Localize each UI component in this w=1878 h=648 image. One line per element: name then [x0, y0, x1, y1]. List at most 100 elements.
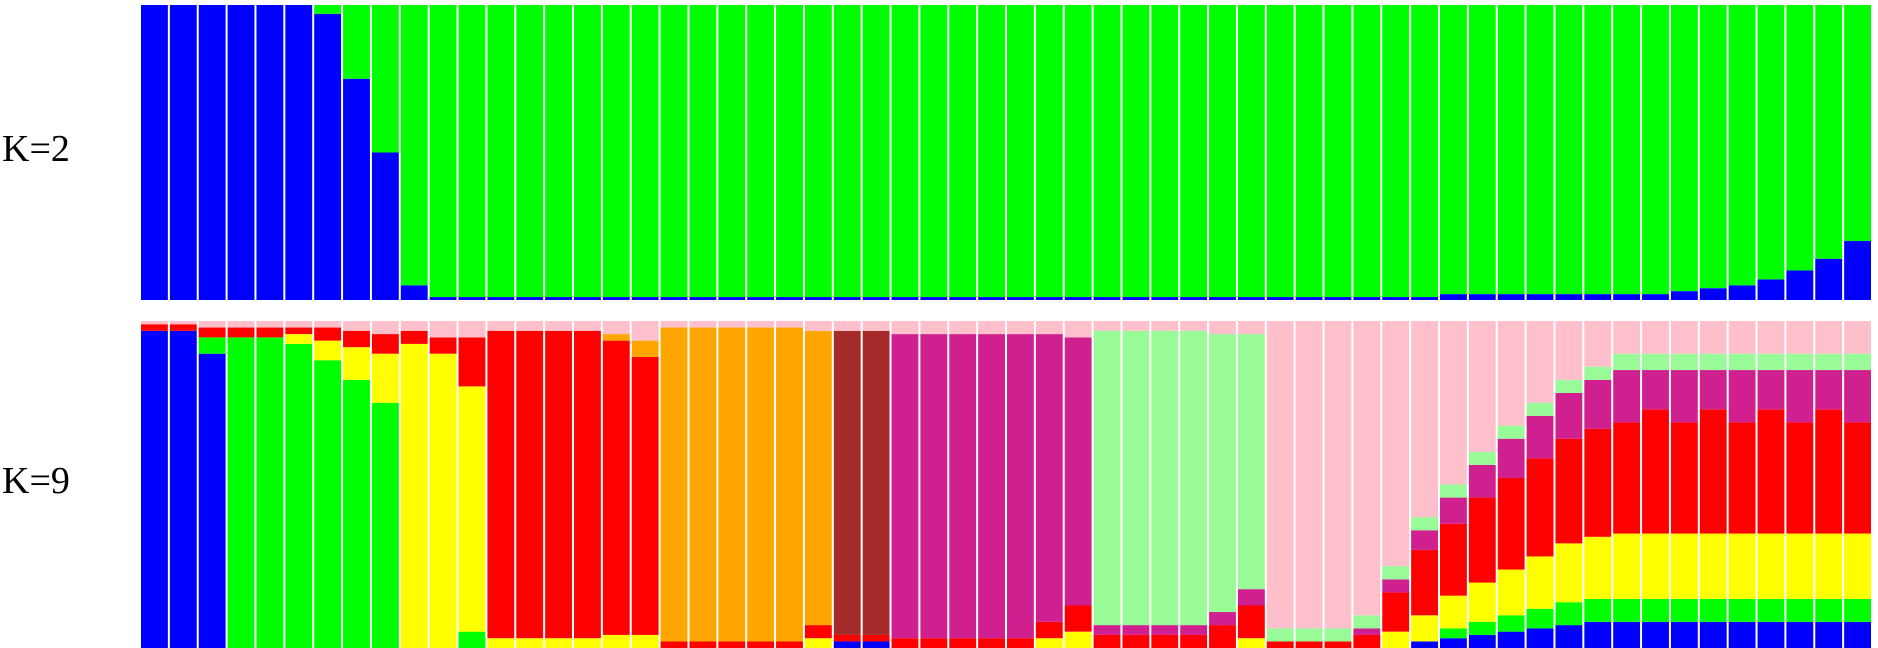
admixture-segment [1440, 595, 1467, 629]
admixture-segment [1786, 598, 1814, 622]
admixture-segment [1584, 428, 1612, 537]
admixture-segment [574, 297, 601, 300]
admixture-segment [1555, 379, 1583, 393]
admixture-segment [1209, 612, 1236, 626]
admixture-segment [1699, 5, 1727, 289]
admixture-segment [689, 5, 717, 298]
admixture-segment [804, 321, 832, 331]
admixture-segment [169, 330, 197, 648]
admixture-segment [429, 5, 457, 298]
admixture-segment [920, 638, 948, 648]
admixture-segment [487, 330, 515, 639]
admixture-segment [343, 379, 370, 648]
admixture-segment [1411, 641, 1438, 648]
admixture-segment [1757, 533, 1785, 599]
admixture-segment [804, 297, 832, 300]
admixture-segment [1584, 379, 1612, 429]
admixture-segment [1468, 464, 1496, 498]
admixture-segment [689, 641, 717, 648]
admixture-segment [1064, 605, 1092, 632]
admixture-segment [747, 641, 775, 648]
admixture-segment [718, 5, 746, 298]
admixture-segment [1497, 631, 1525, 648]
admixture-segment [227, 337, 255, 648]
admixture-segment [1642, 321, 1669, 354]
admixture-segment [1324, 321, 1352, 629]
admixture-segment [1699, 370, 1727, 410]
admixture-segment [891, 334, 919, 639]
admixture-segment [141, 321, 168, 325]
admixture-segment [602, 334, 630, 341]
admixture-segment [1440, 484, 1467, 498]
admixture-segment [487, 638, 515, 648]
admixture-segment [1237, 5, 1265, 298]
admixture-segment [141, 5, 168, 300]
admixture-segment [1468, 497, 1496, 583]
admixture-segment [1728, 5, 1756, 286]
admixture-segment [631, 356, 659, 635]
admixture-segment [1237, 638, 1265, 648]
admixture-segment [574, 330, 601, 639]
admixture-segment [1728, 285, 1756, 300]
admixture-segment [1613, 621, 1641, 648]
admixture-segment [1035, 621, 1063, 639]
admixture-segment [1237, 321, 1265, 335]
admixture-segment [1555, 543, 1583, 603]
admixture-segment [978, 334, 1005, 639]
admixture-segment [1007, 297, 1034, 300]
admixture-segment [1757, 353, 1785, 371]
admixture-segment [920, 297, 948, 300]
admixture-segment [1670, 621, 1698, 648]
admixture-segment [1064, 321, 1092, 338]
admixture-segment [1151, 321, 1179, 331]
admixture-segment [1411, 321, 1438, 518]
panel-label: K=2 [2, 128, 70, 170]
admixture-segment [1324, 628, 1352, 642]
admixture-segment [458, 297, 486, 300]
admixture-segment [631, 297, 659, 300]
admixture-segment [891, 321, 919, 335]
admixture-segment [1526, 628, 1554, 648]
admixture-segment [1353, 5, 1381, 298]
admixture-segment [1613, 533, 1641, 599]
admixture-segment [747, 321, 775, 328]
admixture-segment [1555, 321, 1583, 380]
admixture-segment [227, 5, 255, 300]
admixture-segment [1844, 241, 1871, 300]
admixture-segment [1526, 294, 1554, 300]
admixture-segment [1584, 294, 1612, 300]
admixture-segment [429, 337, 457, 354]
admixture-segment [631, 321, 659, 341]
admixture-segment [1382, 631, 1410, 648]
admixture-segment [227, 327, 255, 338]
admixture-segment [1670, 5, 1698, 292]
admixture-segment [1468, 294, 1496, 300]
admixture-segment [1613, 370, 1641, 423]
admixture-segment [1122, 5, 1150, 298]
admixture-segment [602, 340, 630, 635]
admixture-segment [1786, 370, 1814, 423]
admixture-segment [198, 353, 226, 648]
admixture-segment [891, 297, 919, 300]
admixture-segment [949, 334, 977, 639]
admixture-segment [1584, 598, 1612, 622]
admixture-segment [400, 330, 428, 344]
admixture-segment [516, 321, 544, 331]
admixture-segment [1497, 615, 1525, 632]
admixture-segment [718, 327, 746, 642]
admixture-segment [198, 327, 226, 338]
admixture-segment [1035, 297, 1063, 300]
admixture-segment [516, 5, 544, 298]
admixture-segment [1237, 297, 1265, 300]
admixture-segment [776, 297, 803, 300]
admixture-segment [1555, 392, 1583, 439]
admixture-segment [516, 297, 544, 300]
admixture-segment [1180, 634, 1208, 648]
admixture-segment [1093, 297, 1121, 300]
admixture-segment [1237, 334, 1265, 590]
admixture-segment [169, 5, 197, 300]
admixture-segment [776, 5, 803, 298]
admixture-segment [862, 321, 890, 331]
admixture-segment [198, 321, 226, 328]
admixture-segment [1728, 370, 1756, 423]
